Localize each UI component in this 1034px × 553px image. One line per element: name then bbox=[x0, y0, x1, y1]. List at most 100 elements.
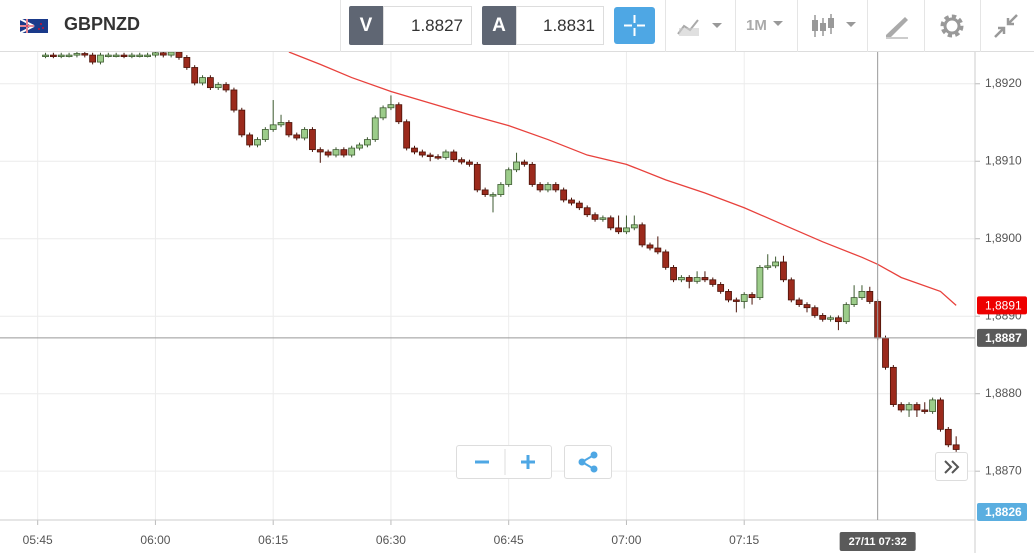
candle-body bbox=[905, 404, 913, 411]
share-button[interactable] bbox=[564, 445, 612, 479]
candle-body bbox=[387, 104, 395, 109]
candle-body bbox=[466, 161, 473, 165]
candle-body bbox=[144, 54, 151, 57]
draw-icon[interactable] bbox=[883, 13, 911, 39]
candle-body bbox=[128, 54, 136, 57]
toolbar: GBPNZD V 1.8827 A 1.8831 1M bbox=[0, 0, 1034, 52]
candle-body bbox=[418, 151, 426, 156]
candle-body bbox=[505, 169, 513, 185]
ask-price[interactable]: 1.8831 bbox=[516, 6, 604, 45]
candle-body bbox=[481, 189, 489, 195]
y-tick-label: 1,8870 bbox=[985, 463, 1022, 477]
candle-body bbox=[175, 52, 183, 58]
candle-body bbox=[199, 77, 206, 84]
x-tick-label: 06:30 bbox=[376, 533, 406, 547]
candle-body bbox=[725, 291, 732, 301]
candle-body bbox=[819, 315, 827, 320]
candle-body bbox=[442, 151, 450, 158]
candle-body bbox=[458, 159, 465, 163]
candle-body bbox=[206, 77, 214, 89]
candle-body bbox=[191, 67, 199, 84]
candle-body bbox=[654, 247, 662, 253]
candle-body bbox=[748, 294, 756, 299]
candle-body bbox=[324, 151, 332, 156]
symbol: GBPNZD bbox=[64, 14, 140, 34]
candle-body bbox=[701, 277, 709, 281]
candle-body bbox=[528, 163, 536, 185]
candle-body bbox=[740, 294, 748, 302]
candle-icon[interactable] bbox=[810, 12, 860, 40]
candle-body bbox=[497, 184, 505, 195]
collapse-icon[interactable] bbox=[993, 13, 1019, 39]
candle-body bbox=[254, 139, 261, 146]
crosshair-button[interactable] bbox=[614, 7, 655, 44]
candle-body bbox=[756, 267, 764, 299]
candle-body bbox=[835, 317, 842, 323]
ma-price-label: 1,8891 bbox=[985, 299, 1022, 313]
candle-body bbox=[159, 52, 167, 56]
settings-icon[interactable] bbox=[938, 12, 966, 40]
candle-body bbox=[764, 265, 772, 268]
candle-body bbox=[693, 277, 701, 282]
candle-body bbox=[356, 144, 363, 149]
x-tick-label: 07:15 bbox=[729, 533, 759, 547]
candle-body bbox=[615, 227, 622, 233]
candle-body bbox=[591, 214, 599, 220]
bid-tag[interactable]: V bbox=[349, 6, 383, 45]
scroll-right-button[interactable] bbox=[935, 452, 968, 481]
candle-body bbox=[81, 53, 89, 56]
separator bbox=[980, 0, 981, 52]
candle-body bbox=[599, 217, 607, 220]
candle-body bbox=[57, 54, 65, 57]
candle-body bbox=[434, 156, 442, 159]
price-label: 1,8826 bbox=[985, 505, 1022, 519]
ask-tag[interactable]: A bbox=[482, 6, 516, 45]
candle-body bbox=[827, 317, 834, 320]
candle-body bbox=[379, 107, 387, 119]
crosshair-y-box bbox=[977, 328, 1027, 347]
x-tick-label: 06:15 bbox=[258, 533, 288, 547]
candle-body bbox=[152, 52, 159, 56]
bid-price[interactable]: 1.8827 bbox=[383, 6, 472, 45]
candle-body bbox=[261, 129, 269, 140]
timeframe[interactable]: 1M bbox=[746, 17, 767, 34]
candle-body bbox=[395, 104, 403, 123]
candle-body bbox=[230, 89, 238, 111]
candle-body bbox=[104, 54, 112, 57]
candle-body bbox=[214, 84, 222, 89]
separator bbox=[665, 0, 666, 52]
candle-body bbox=[89, 54, 97, 63]
candle-body bbox=[583, 207, 591, 216]
candle-body bbox=[952, 444, 960, 450]
candle-body bbox=[552, 184, 560, 191]
candle-body bbox=[73, 53, 81, 56]
candle-body bbox=[575, 202, 583, 209]
candle-body bbox=[842, 304, 850, 323]
plot-area bbox=[0, 52, 975, 520]
candle-body bbox=[65, 54, 73, 57]
candle-body bbox=[426, 154, 434, 158]
candle-body bbox=[913, 404, 921, 411]
candle-body bbox=[921, 409, 929, 412]
candle-body bbox=[866, 291, 874, 302]
candle-body bbox=[795, 299, 803, 305]
x-tick-label: 07:00 bbox=[611, 533, 641, 547]
y-tick-label: 1,8910 bbox=[985, 153, 1022, 167]
candle-body bbox=[662, 251, 670, 268]
candle-body bbox=[136, 54, 144, 57]
chart-type-icon[interactable] bbox=[676, 14, 726, 38]
candle-body bbox=[882, 337, 889, 368]
candle-body bbox=[285, 122, 293, 136]
candle-body bbox=[49, 54, 57, 57]
candle-body bbox=[944, 428, 952, 446]
candle-body bbox=[544, 184, 552, 191]
candle-body bbox=[363, 139, 371, 146]
separator bbox=[867, 0, 868, 52]
candle-body bbox=[42, 54, 49, 57]
candle-body bbox=[607, 217, 615, 229]
y-tick-label: 1,8900 bbox=[985, 231, 1022, 245]
dropdown-arrow[interactable] bbox=[772, 20, 786, 30]
candle-body bbox=[803, 304, 811, 309]
candle-body bbox=[646, 244, 654, 249]
